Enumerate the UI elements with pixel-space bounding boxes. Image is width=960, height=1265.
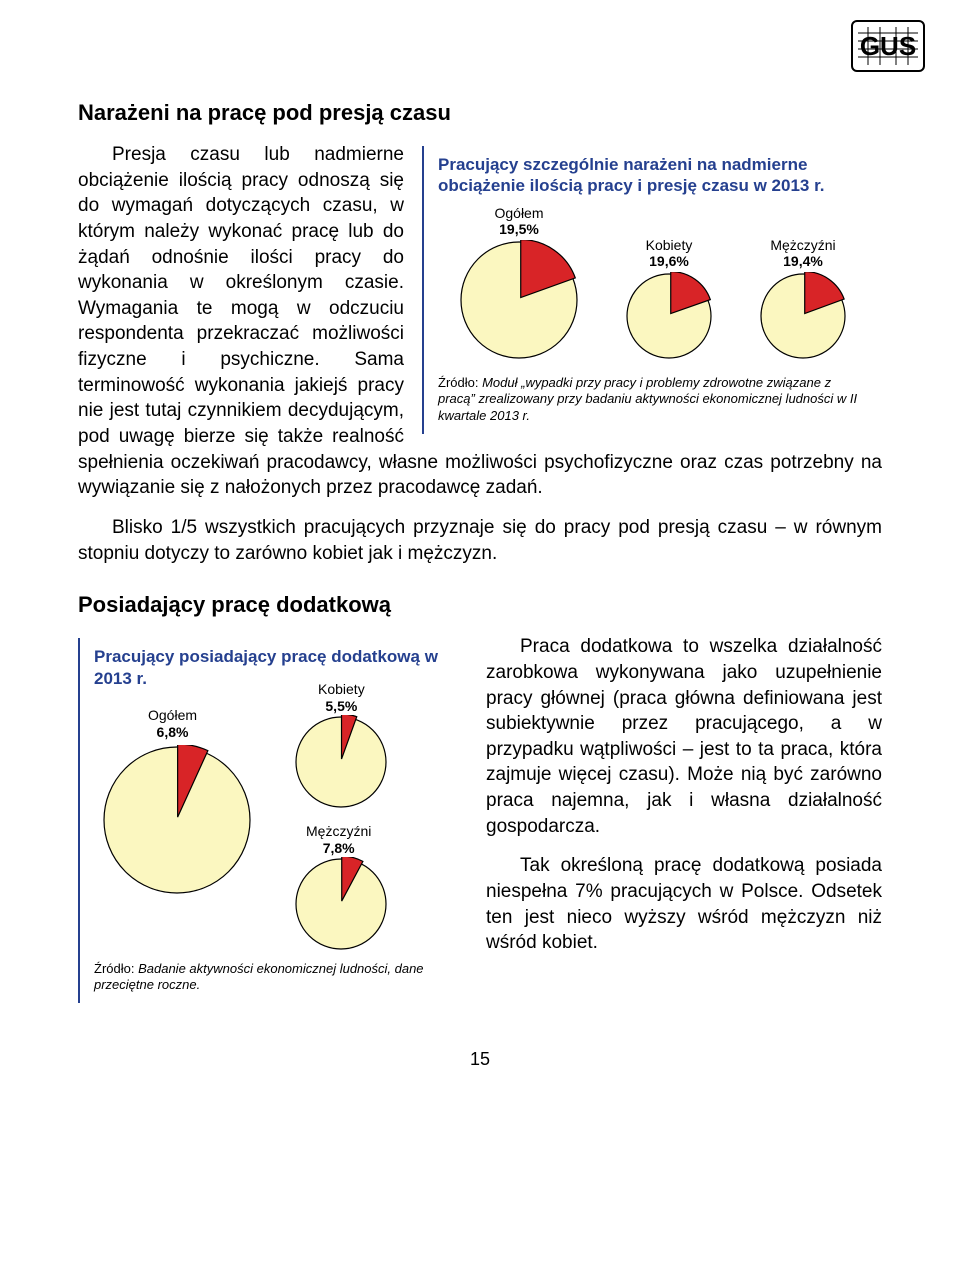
section2-title: Posiadający pracę dodatkową bbox=[78, 592, 882, 618]
chart1-source-text: Moduł „wypadki przy pracy i problemy zdr… bbox=[438, 375, 857, 423]
chart1-title: Pracujący szczególnie narażeni na nadmie… bbox=[438, 154, 868, 197]
chart2-box: Pracujący posiadający pracę dodatkową w … bbox=[78, 638, 468, 1003]
chart1-pie-svg-2 bbox=[759, 272, 847, 365]
section1-para2: Blisko 1/5 wszystkich pracujących przyzn… bbox=[78, 515, 882, 566]
chart1-pie-label-0: Ogółem19,5% bbox=[494, 205, 543, 239]
chart1-pie-0: Ogółem19,5% bbox=[459, 205, 579, 366]
chart2-pies: Ogółem6,8% Kobiety5,5% Mężczyźni7,8% bbox=[94, 697, 454, 957]
chart1-source-label: Źródło: bbox=[438, 375, 478, 390]
chart1-pie-label-1: Kobiety19,6% bbox=[646, 237, 693, 271]
chart2-pie-1: Kobiety5,5% bbox=[294, 715, 388, 814]
page-number: 15 bbox=[78, 1049, 882, 1070]
chart2-source-label: Źródło: bbox=[94, 961, 134, 976]
chart1-source: Źródło: Moduł „wypadki przy pracy i prob… bbox=[438, 375, 868, 424]
chart2-pie-label-0: Ogółem6,8% bbox=[148, 707, 197, 741]
chart2-pie-label-2: Mężczyźni7,8% bbox=[306, 823, 371, 857]
logo-text: GUS bbox=[860, 31, 916, 62]
chart2-title: Pracujący posiadający pracę dodatkową w … bbox=[94, 646, 454, 689]
chart1-pie-label-2: Mężczyźni19,4% bbox=[770, 237, 835, 271]
chart1-pie-1: Kobiety19,6% bbox=[625, 237, 713, 366]
chart2-pie-label-1: Kobiety5,5% bbox=[318, 681, 365, 715]
chart1-pie-2: Mężczyźni19,4% bbox=[759, 237, 847, 366]
chart2-source-text: Badanie aktywności ekonomicznej ludności… bbox=[94, 961, 424, 992]
gus-logo: GUS bbox=[851, 20, 925, 72]
chart2-source: Źródło: Badanie aktywności ekonomicznej … bbox=[94, 961, 454, 994]
chart1-pie-svg-1 bbox=[625, 272, 713, 365]
chart1-pie-svg-0 bbox=[459, 240, 579, 365]
chart2-pie-2: Mężczyźni7,8% bbox=[294, 857, 388, 956]
chart1-pies: Ogółem19,5% Kobiety19,6% Mężczyźni19,4% bbox=[438, 205, 868, 366]
chart2-pie-0: Ogółem6,8% bbox=[102, 745, 252, 900]
section1-title: Narażeni na pracę pod presją czasu bbox=[78, 100, 882, 126]
chart1-box: Pracujący szczególnie narażeni na nadmie… bbox=[422, 146, 882, 434]
